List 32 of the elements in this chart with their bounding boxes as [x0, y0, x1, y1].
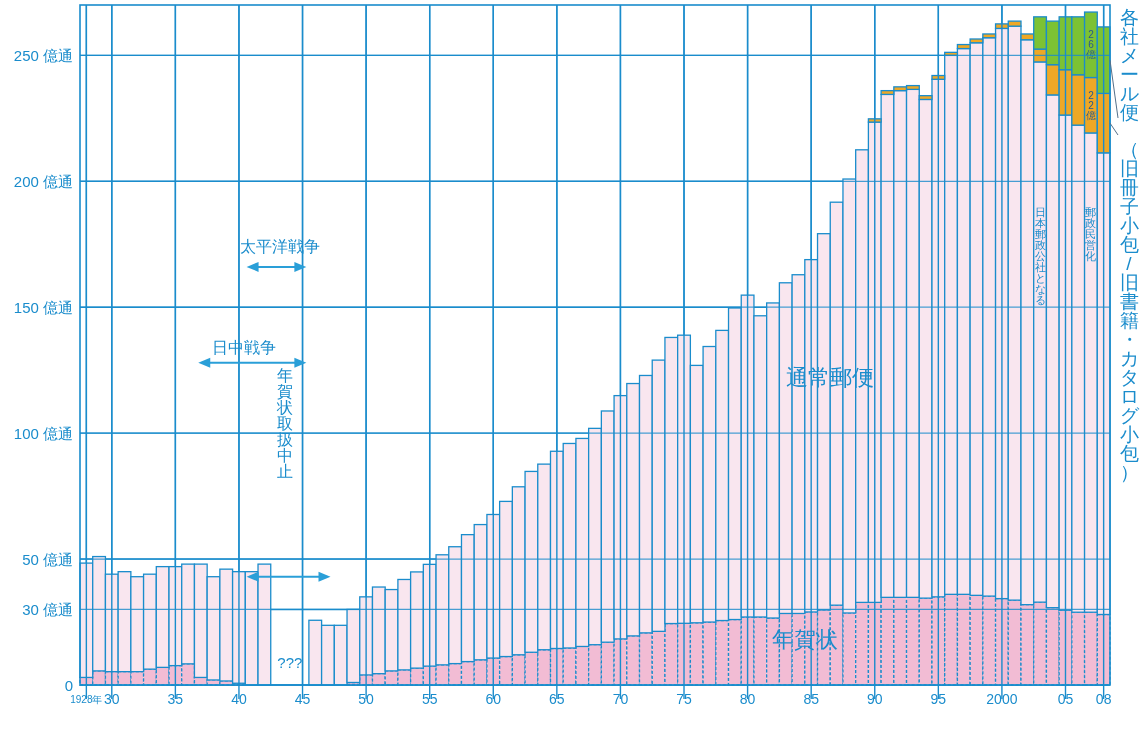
x-tick-label: 65	[549, 691, 565, 707]
text: （旧冊子小包/旧書籍・カタログ小包）	[1119, 139, 1139, 484]
x-tick-label: 35	[167, 691, 184, 707]
text: 日本郵政公社となる	[1034, 205, 1046, 306]
y-tick-label: 250 億通	[13, 46, 73, 64]
x-tick-label: 55	[421, 691, 438, 707]
x-tick-label: 85	[803, 691, 820, 707]
x-tick-label: 70	[612, 691, 629, 707]
x-tick-label: 95	[930, 691, 947, 707]
annotation: ???	[277, 653, 303, 671]
x-tick-label: 30	[104, 691, 120, 707]
x-tick-label: 2000	[986, 691, 1018, 707]
x-tick-label: 90	[866, 691, 883, 707]
annotation: 年賀状取扱中止	[275, 367, 293, 481]
series-label: 各社メール便	[1119, 7, 1139, 124]
data-label: 22億	[1085, 89, 1096, 121]
y-tick-label: 30 億通	[22, 600, 73, 618]
x-tick-label: 50	[358, 691, 375, 707]
y-tick-label: 50 億通	[22, 550, 73, 568]
annotation: 郵政民営化	[1085, 205, 1097, 262]
x-tick-label: 45	[294, 691, 311, 707]
x-tick-label: 40	[231, 691, 247, 707]
x-tick-label: 08	[1095, 691, 1112, 707]
y-tick-label: 0	[64, 676, 73, 694]
y-tick-label: 150 億通	[13, 298, 73, 316]
x-tick-label: 60	[485, 691, 502, 707]
x-tick-label: 75	[676, 691, 693, 707]
y-tick-label: 200 億通	[13, 172, 73, 190]
x-tick-label: 1928年	[70, 693, 103, 705]
x-tick-label: 80	[739, 691, 756, 707]
x-tick-label: 05	[1057, 691, 1074, 707]
y-tick-label: 100 億通	[13, 424, 73, 442]
